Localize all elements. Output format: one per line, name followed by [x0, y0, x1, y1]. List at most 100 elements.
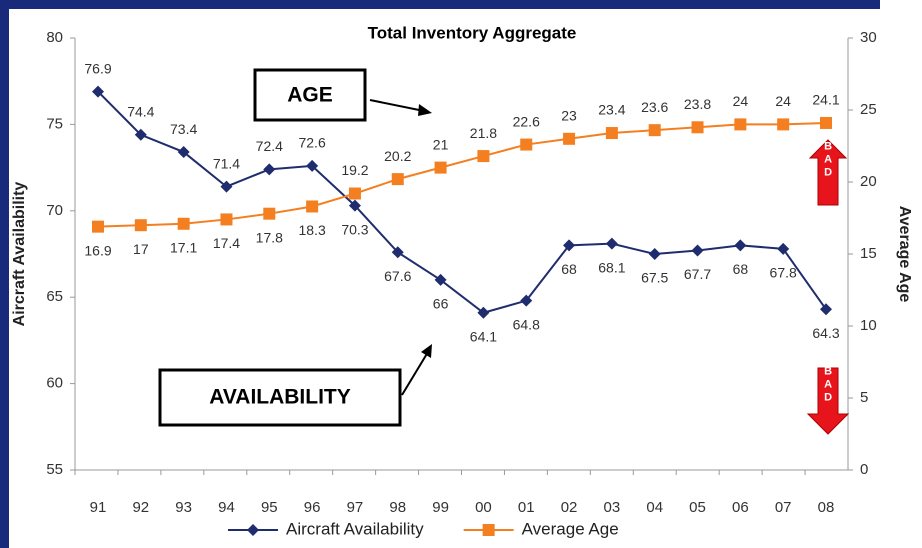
data-label: 72.6	[298, 135, 325, 151]
marker	[605, 127, 618, 140]
marker	[391, 173, 404, 186]
x-tick-label: 97	[347, 499, 364, 516]
marker	[177, 146, 190, 159]
x-tick-label: 02	[561, 499, 578, 516]
bad-label: BAD	[822, 366, 834, 405]
y-tick-label: 75	[46, 115, 63, 132]
data-label: 68.1	[598, 259, 625, 275]
marker	[563, 132, 576, 145]
data-label: 17.8	[256, 229, 283, 245]
y2-tick-label: 0	[860, 461, 868, 478]
marker	[434, 161, 447, 174]
x-tick-label: 91	[90, 499, 107, 516]
data-label: 68	[733, 261, 749, 277]
marker	[306, 159, 319, 172]
marker	[777, 242, 790, 255]
annotation: AVAILABILITY	[209, 386, 351, 409]
marker	[348, 187, 361, 200]
marker	[820, 116, 832, 129]
annotation: AGE	[287, 84, 333, 107]
data-label: 67.5	[641, 270, 668, 286]
marker	[820, 303, 832, 316]
y2-tick-label: 30	[860, 29, 877, 46]
data-label: 72.4	[256, 138, 283, 154]
x-tick-label: 92	[132, 499, 149, 516]
y2-tick-label: 10	[860, 317, 877, 334]
data-label: 24	[733, 93, 749, 109]
marker	[605, 237, 618, 250]
x-tick-label: 93	[175, 499, 192, 516]
x-tick-label: 96	[304, 499, 321, 516]
marker	[263, 163, 276, 176]
x-tick-label: 95	[261, 499, 278, 516]
data-label: 17	[133, 241, 149, 257]
marker	[734, 239, 747, 252]
annotation: BAD	[822, 366, 834, 405]
marker	[306, 200, 319, 213]
marker	[348, 199, 361, 212]
y2-tick-label: 20	[860, 173, 877, 190]
left-border	[0, 0, 9, 548]
y-tick-label: 80	[46, 29, 63, 46]
legend-marker	[247, 524, 259, 536]
top-border	[0, 0, 880, 9]
marker	[648, 124, 661, 137]
x-tick-label: 08	[818, 499, 835, 516]
data-label: 74.4	[127, 103, 154, 119]
y-tick-label: 55	[46, 461, 63, 478]
marker	[691, 121, 704, 134]
availability-box	[158, 368, 402, 427]
data-label: 17.4	[213, 235, 240, 251]
marker	[220, 180, 233, 193]
data-label: 76.9	[84, 60, 111, 76]
bad-label: BAD	[822, 141, 834, 180]
marker	[177, 217, 190, 230]
x-tick-label: 05	[689, 499, 706, 516]
y-axis-label: Aircraft Availability	[11, 182, 28, 327]
marker	[477, 150, 490, 163]
legend-label: Aircraft Availability	[286, 519, 424, 538]
data-label: 71.4	[213, 155, 240, 171]
x-tick-label: 06	[732, 499, 749, 516]
arrow-head	[418, 104, 432, 116]
data-label: 20.2	[384, 148, 411, 164]
marker	[648, 248, 661, 260]
marker	[391, 246, 404, 259]
marker	[434, 273, 447, 286]
x-tick-label: 99	[432, 499, 449, 516]
data-label: 67.6	[384, 268, 411, 284]
y2-tick-label: 15	[860, 245, 877, 262]
data-label: 23	[561, 108, 577, 124]
marker	[134, 128, 147, 141]
data-label: 22.6	[513, 113, 540, 129]
bad-arrow-down	[806, 367, 850, 435]
x-tick-label: 00	[475, 499, 492, 516]
legend-marker	[482, 524, 495, 536]
y2-tick-label: 5	[860, 389, 868, 406]
data-label: 64.1	[470, 328, 497, 344]
data-label: 17.1	[170, 239, 197, 255]
data-label: 70.3	[341, 221, 368, 237]
data-label: 64.8	[513, 316, 540, 332]
x-tick-label: 03	[604, 499, 621, 516]
y-tick-label: 60	[46, 375, 63, 392]
x-tick-label: 07	[775, 499, 792, 516]
y2-tick-label: 25	[860, 101, 877, 118]
marker	[691, 244, 704, 257]
marker	[92, 85, 104, 98]
x-tick-label: 94	[218, 499, 235, 516]
chart-title: Total Inventory Aggregate	[368, 23, 577, 42]
data-label: 21.8	[470, 125, 497, 141]
x-tick-label: 01	[518, 499, 535, 516]
marker	[134, 219, 147, 232]
annotation: BAD	[822, 141, 834, 180]
data-label: 18.3	[298, 222, 325, 238]
age-box	[253, 68, 367, 122]
data-label: 24.1	[812, 92, 839, 108]
legend-label: Average Age	[522, 519, 619, 538]
x-tick-label: 98	[389, 499, 406, 516]
marker	[563, 239, 576, 252]
marker	[92, 220, 104, 233]
marker	[520, 138, 533, 151]
y-tick-label: 70	[46, 202, 63, 219]
